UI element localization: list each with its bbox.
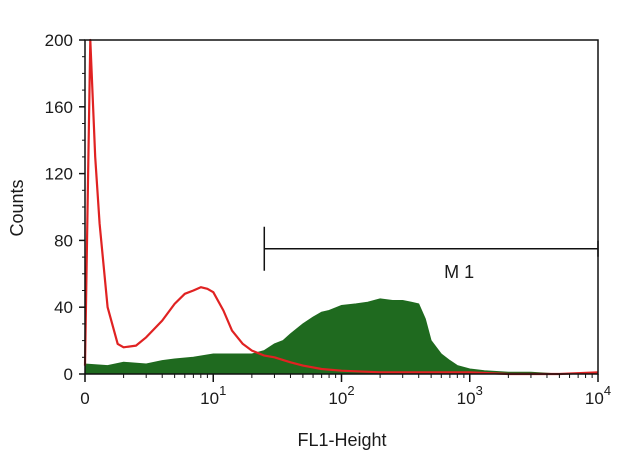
y-tick-label: 40	[54, 298, 73, 317]
y-tick-label: 200	[45, 31, 73, 50]
y-tick-label: 120	[45, 165, 73, 184]
y-tick-label: 0	[64, 365, 73, 384]
axis-ticks: 0 40 80 120 160 200 0 101 102 103 104	[45, 31, 611, 408]
x-tick-label: 0	[80, 389, 89, 408]
x-tick-label: 102	[328, 383, 354, 408]
x-tick-label: 104	[585, 383, 611, 408]
y-tick-label: 160	[45, 98, 73, 117]
series-0-area	[84, 298, 598, 375]
x-axis-label: FL1-Height	[297, 430, 386, 450]
plot-area: M 1	[83, 38, 599, 376]
y-tick-label: 80	[54, 231, 73, 250]
gate-label: M 1	[444, 262, 474, 282]
y-axis-label: Counts	[7, 179, 27, 236]
series-1-line	[83, 38, 599, 376]
x-tick-label: 101	[200, 383, 226, 408]
x-tick-label: 103	[457, 383, 483, 408]
